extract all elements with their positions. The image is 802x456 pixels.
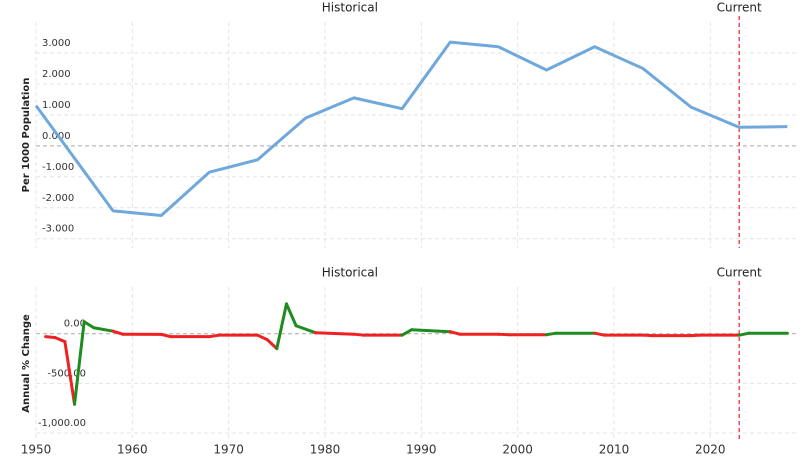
y-tick-label: -2.000	[42, 193, 74, 204]
y-tick-label: 1.000	[42, 100, 71, 111]
annotation: Historical	[322, 1, 378, 15]
line-segment	[265, 338, 279, 351]
x-tick-label: 1970	[213, 443, 244, 456]
line-segment	[73, 320, 86, 406]
line-segment	[284, 302, 298, 328]
y-tick-label: -500.00	[47, 368, 86, 379]
line-segment	[82, 320, 96, 330]
line	[34, 40, 788, 217]
y-axis-label: Per 1000 Population	[21, 78, 32, 193]
line-segment	[545, 331, 558, 337]
y-tick-label: 2.000	[42, 69, 71, 80]
x-tick-label: 1950	[21, 443, 52, 456]
line-segment	[44, 335, 57, 340]
annotation: Current	[717, 1, 762, 15]
line-segment	[737, 331, 751, 337]
line-segment	[159, 332, 173, 339]
x-tick-label: 1960	[117, 443, 148, 456]
annotation: Current	[717, 266, 762, 280]
y-axis-label: Annual % Change	[21, 314, 32, 413]
line-segment	[111, 329, 125, 336]
y-tick-label: -1,000.00	[38, 418, 86, 429]
y-tick-label: -3.000	[42, 224, 74, 235]
y-tick-label: 0.00	[64, 319, 86, 330]
x-tick-label: 2010	[599, 443, 630, 456]
line-segment	[410, 328, 452, 334]
x-tick-label: 2020	[695, 443, 726, 456]
line-segment	[352, 332, 366, 337]
line-segment	[400, 328, 414, 337]
line-segment	[294, 324, 317, 335]
line-segment	[448, 330, 462, 336]
y-tick-label: 3.000	[42, 38, 71, 49]
y-tick-label: 0.000	[42, 131, 71, 142]
line-segment	[313, 331, 356, 336]
line-segment	[275, 302, 288, 351]
line-segment	[593, 331, 606, 337]
y-tick-label: -1.000	[42, 162, 74, 173]
x-tick-label: 1980	[310, 443, 341, 456]
line-segment	[207, 333, 221, 339]
line-segment	[256, 333, 269, 342]
line-segment	[63, 340, 77, 406]
x-tick-label: 1990	[406, 443, 437, 456]
x-tick-label: 2000	[502, 443, 533, 456]
line-segment	[53, 336, 67, 344]
annotation: Historical	[322, 266, 378, 280]
line-segment	[92, 326, 115, 333]
